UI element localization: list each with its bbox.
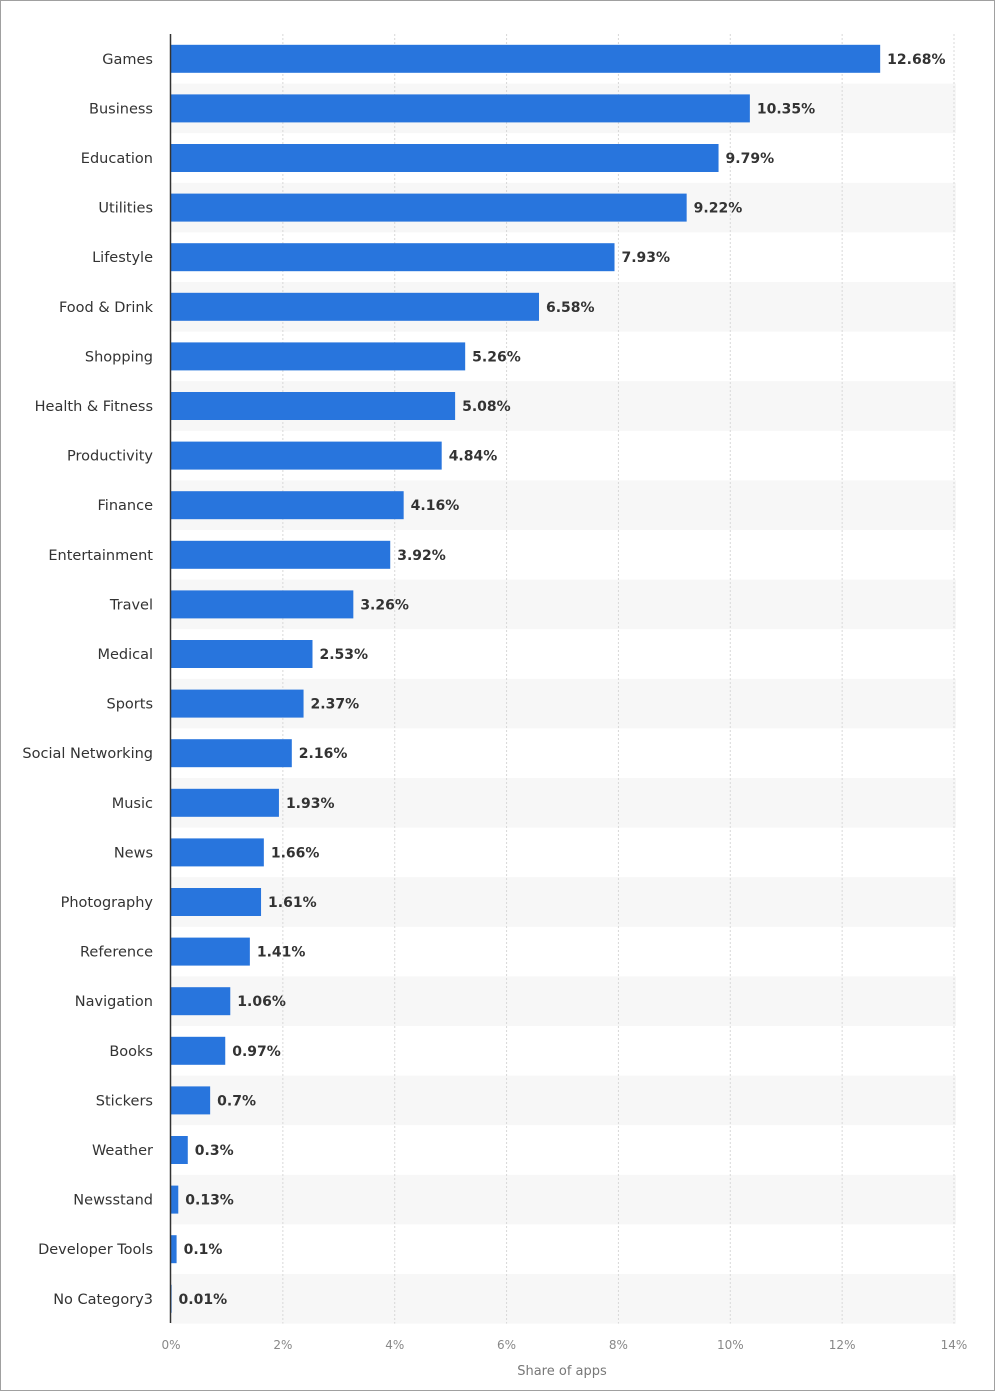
bar-stickers (171, 1086, 211, 1115)
bar-health-fitness (171, 392, 456, 420)
category-label: News (114, 845, 153, 861)
value-label: 0.97% (232, 1044, 281, 1060)
bar-music (171, 788, 279, 817)
value-label: 3.26% (360, 597, 409, 613)
x-tick-label: 2% (273, 1338, 292, 1352)
value-label: 9.79% (726, 151, 775, 167)
category-label: Business (89, 101, 153, 117)
category-label: Finance (98, 498, 154, 514)
category-label: Shopping (85, 349, 153, 365)
bar-lifestyle (171, 243, 615, 272)
category-label: Reference (80, 945, 153, 961)
category-label: Travel (109, 597, 153, 613)
x-tick-label: 10% (717, 1338, 744, 1352)
value-label: 0.1% (184, 1242, 223, 1258)
value-label: 4.84% (449, 449, 498, 465)
bar-utilities (171, 193, 687, 222)
category-label: Productivity (67, 449, 153, 465)
value-label: 1.06% (237, 994, 286, 1010)
bar-photography (171, 888, 262, 916)
category-label: Stickers (96, 1093, 153, 1109)
category-label: Books (109, 1044, 153, 1060)
value-label: 0.7% (217, 1093, 256, 1109)
value-label: 1.61% (268, 895, 317, 911)
row-stripe (171, 1075, 956, 1126)
category-label: Food & Drink (59, 300, 154, 316)
row-stripe (171, 976, 956, 1026)
value-label: 5.26% (472, 349, 521, 365)
bar-travel (171, 590, 354, 619)
value-label: 1.66% (271, 845, 320, 861)
value-label: 12.68% (887, 52, 945, 68)
bar-books (171, 1036, 226, 1065)
bar-sports (171, 689, 304, 718)
bar-finance (171, 491, 404, 520)
value-label: 1.41% (257, 945, 306, 961)
row-stripe (171, 1274, 956, 1324)
value-label: 1.93% (286, 796, 335, 812)
row-stripe (171, 1174, 956, 1225)
value-label: 10.35% (757, 101, 815, 117)
value-label: 5.08% (462, 399, 511, 415)
category-label: Developer Tools (38, 1242, 153, 1258)
category-label: Navigation (75, 994, 153, 1010)
value-label: 0.3% (195, 1143, 234, 1159)
bar-entertainment (171, 540, 391, 569)
category-label: Medical (97, 647, 153, 663)
value-label: 0.01% (179, 1292, 228, 1308)
category-label: Lifestyle (92, 250, 153, 266)
bar-news (171, 838, 264, 867)
bar-no-category3 (171, 1284, 172, 1313)
bar-developer-tools (171, 1235, 177, 1264)
bar-food-drink (171, 292, 540, 321)
bar-education (171, 144, 719, 172)
value-label: 3.92% (397, 548, 446, 564)
x-tick-label: 8% (609, 1338, 628, 1352)
category-label: Newsstand (73, 1193, 153, 1209)
bar-social-networking (171, 739, 292, 768)
x-tick-label: 6% (497, 1338, 516, 1352)
x-tick-label: 0% (161, 1338, 180, 1352)
bar-medical (171, 640, 313, 668)
bar-newsstand (171, 1185, 179, 1214)
x-tick-label: 4% (385, 1338, 404, 1352)
value-label: 0.13% (185, 1193, 234, 1209)
category-label: Health & Fitness (35, 399, 153, 415)
category-label: Photography (61, 895, 154, 911)
value-label: 6.58% (546, 300, 595, 316)
bar-shopping (171, 342, 466, 371)
bar-games (171, 44, 881, 73)
category-label: Social Networking (22, 746, 153, 762)
row-stripe (171, 778, 956, 828)
category-label: Sports (107, 697, 153, 713)
category-label: Games (102, 52, 153, 68)
category-label: No Category3 (53, 1292, 153, 1308)
bar-productivity (171, 441, 442, 470)
bar-business (171, 94, 750, 123)
category-label: Entertainment (48, 548, 153, 564)
x-tick-label: 14% (941, 1338, 968, 1352)
row-stripe (171, 877, 956, 927)
x-axis-label: Share of apps (517, 1364, 607, 1379)
x-tick-label: 12% (829, 1338, 856, 1352)
bar-weather (171, 1136, 188, 1164)
category-label: Music (112, 796, 153, 812)
bar-reference (171, 937, 250, 966)
value-label: 2.16% (299, 746, 348, 762)
value-label: 9.22% (694, 201, 743, 217)
category-label: Utilities (98, 201, 153, 217)
value-label: 4.16% (411, 498, 460, 514)
category-label: Education (81, 151, 153, 167)
category-label: Weather (92, 1143, 153, 1159)
bar-navigation (171, 987, 231, 1016)
value-label: 2.37% (311, 697, 360, 713)
value-label: 2.53% (319, 647, 368, 663)
value-label: 7.93% (622, 250, 671, 266)
